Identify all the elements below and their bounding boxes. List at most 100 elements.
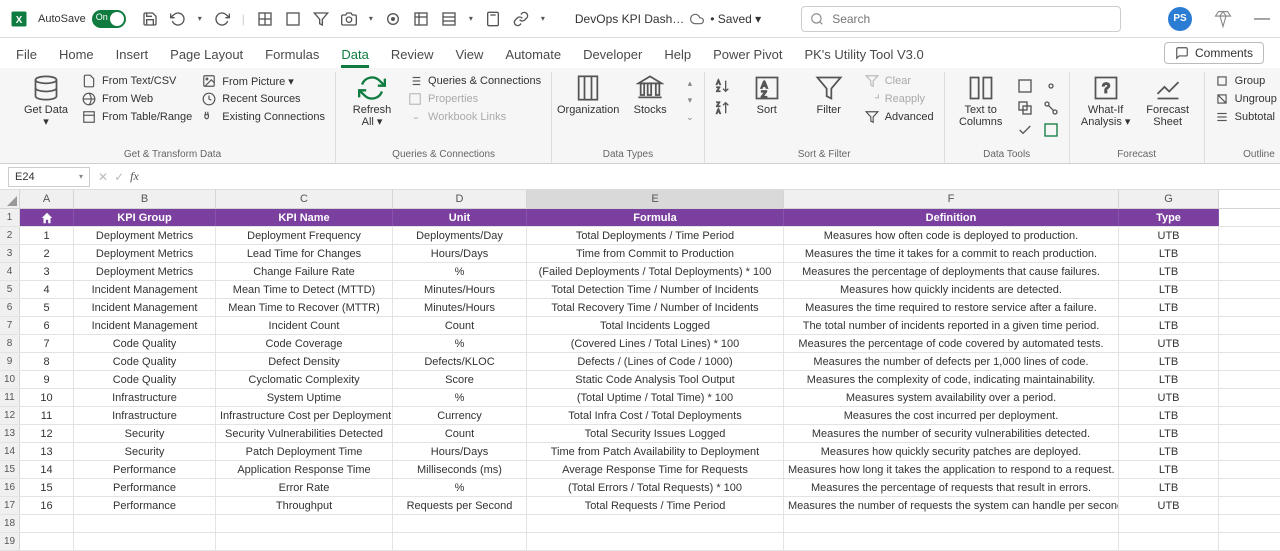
advanced-filter[interactable]: Advanced [865, 110, 934, 124]
consolidate-icon[interactable] [1043, 78, 1059, 94]
cell[interactable]: Total Security Issues Logged [527, 425, 784, 442]
cell[interactable]: LTB [1119, 245, 1219, 262]
cell[interactable]: Performance [74, 479, 216, 496]
cell[interactable] [216, 515, 393, 532]
cell[interactable]: Throughput [216, 497, 393, 514]
cell[interactable]: Measures the cost incurred per deploymen… [784, 407, 1119, 424]
search-box[interactable] [801, 6, 1121, 32]
cell[interactable]: Defects/KLOC [393, 353, 527, 370]
sort-asc-icon[interactable]: AZ [715, 78, 731, 94]
column-header-G[interactable]: G [1119, 190, 1219, 208]
cell[interactable]: Infrastructure Cost per Deployment [216, 407, 393, 424]
autosave[interactable]: AutoSave On [38, 10, 126, 28]
cell[interactable]: Measures the percentage of requests that… [784, 479, 1119, 496]
row-header[interactable]: 19 [0, 533, 20, 550]
header-cell[interactable]: Definition [784, 209, 1119, 226]
undo-dropdown[interactable]: ▾ [198, 14, 202, 23]
tab-file[interactable]: File [16, 47, 37, 68]
cell[interactable]: Performance [74, 497, 216, 514]
sort-desc-icon[interactable]: ZA [715, 100, 731, 116]
qat-dropdown[interactable]: ▾ [369, 14, 373, 23]
subtotal-button[interactable]: Subtotal [1215, 110, 1280, 124]
cell[interactable]: Defects / (Lines of Code / 1000) [527, 353, 784, 370]
tab-home[interactable]: Home [59, 47, 94, 68]
cell[interactable]: The total number of incidents reported i… [784, 317, 1119, 334]
cell[interactable]: 10 [20, 389, 74, 406]
qat-dd2[interactable]: ▾ [469, 14, 473, 23]
cell[interactable]: LTB [1119, 263, 1219, 280]
group-button[interactable]: Group▾ [1215, 74, 1280, 88]
calc-icon[interactable] [485, 11, 501, 27]
cell[interactable]: UTB [1119, 335, 1219, 352]
cell[interactable]: Application Response Time [216, 461, 393, 478]
text-to-columns-button[interactable]: Text to Columns [955, 74, 1007, 128]
cell[interactable]: System Uptime [216, 389, 393, 406]
get-data-button[interactable]: Get Data ▾ [20, 74, 72, 128]
header-cell[interactable]: Type [1119, 209, 1219, 226]
cell[interactable] [74, 533, 216, 550]
enter-icon[interactable]: ✓ [114, 170, 124, 184]
row-header[interactable]: 15 [0, 461, 20, 478]
data-model-icon[interactable] [1043, 122, 1059, 138]
qat-more[interactable]: ▾ [541, 14, 545, 23]
row-header[interactable]: 6 [0, 299, 20, 316]
row-header[interactable]: 16 [0, 479, 20, 496]
column-header-D[interactable]: D [393, 190, 527, 208]
minimize-button[interactable]: — [1254, 10, 1270, 28]
from-picture[interactable]: From Picture ▾ [202, 74, 325, 88]
cell[interactable]: Measures how long it takes the applicati… [784, 461, 1119, 478]
row-header[interactable]: 7 [0, 317, 20, 334]
cell[interactable]: 11 [20, 407, 74, 424]
undo-icon[interactable] [170, 11, 186, 27]
cell[interactable]: Static Code Analysis Tool Output [527, 371, 784, 388]
header-cell[interactable]: KPI Group [74, 209, 216, 226]
row-header[interactable]: 4 [0, 263, 20, 280]
cell[interactable]: Security Vulnerabilities Detected [216, 425, 393, 442]
name-box[interactable]: E24▾ [8, 167, 90, 187]
filter-button[interactable]: Filter [803, 74, 855, 116]
cell[interactable]: Measures the number of defects per 1,000… [784, 353, 1119, 370]
cell[interactable]: Incident Count [216, 317, 393, 334]
cell[interactable] [20, 533, 74, 550]
tab-help[interactable]: Help [664, 47, 691, 68]
cell[interactable]: Measures the time it takes for a commit … [784, 245, 1119, 262]
cell[interactable]: Infrastructure [74, 389, 216, 406]
row-header[interactable]: 14 [0, 443, 20, 460]
column-header-C[interactable]: C [216, 190, 393, 208]
row-header[interactable]: 2 [0, 227, 20, 244]
cell[interactable]: Lead Time for Changes [216, 245, 393, 262]
cell[interactable]: Security [74, 425, 216, 442]
row-header[interactable]: 8 [0, 335, 20, 352]
recent-sources[interactable]: Recent Sources [202, 92, 325, 106]
cell[interactable]: LTB [1119, 353, 1219, 370]
tab-power-pivot[interactable]: Power Pivot [713, 47, 782, 68]
cell[interactable]: Measures the time required to restore se… [784, 299, 1119, 316]
cell[interactable]: Change Failure Rate [216, 263, 393, 280]
cell[interactable]: Measures how quickly incidents are detec… [784, 281, 1119, 298]
location-icon[interactable] [385, 11, 401, 27]
cell[interactable]: Measures system availability over a peri… [784, 389, 1119, 406]
user-avatar[interactable]: PS [1168, 7, 1192, 31]
cell[interactable] [393, 515, 527, 532]
cell[interactable]: Total Incidents Logged [527, 317, 784, 334]
formula-input[interactable] [145, 167, 1280, 187]
row-header[interactable]: 9 [0, 353, 20, 370]
cell[interactable]: 16 [20, 497, 74, 514]
cell[interactable] [784, 515, 1119, 532]
refresh-all-button[interactable]: Refresh All ▾ [346, 74, 398, 128]
cell[interactable] [1119, 515, 1219, 532]
cell[interactable] [20, 515, 74, 532]
cell[interactable]: Minutes/Hours [393, 281, 527, 298]
cell[interactable]: Total Infra Cost / Total Deployments [527, 407, 784, 424]
row-header[interactable]: 13 [0, 425, 20, 442]
tab-formulas[interactable]: Formulas [265, 47, 319, 68]
relationships-icon[interactable] [1043, 100, 1059, 116]
row-header[interactable]: 1 [0, 209, 20, 226]
cell[interactable]: Milliseconds (ms) [393, 461, 527, 478]
cell[interactable]: Measures how often code is deployed to p… [784, 227, 1119, 244]
cell[interactable]: Code Quality [74, 353, 216, 370]
cell[interactable] [393, 533, 527, 550]
row-header[interactable]: 12 [0, 407, 20, 424]
cell[interactable]: Code Quality [74, 371, 216, 388]
cell[interactable]: 13 [20, 443, 74, 460]
